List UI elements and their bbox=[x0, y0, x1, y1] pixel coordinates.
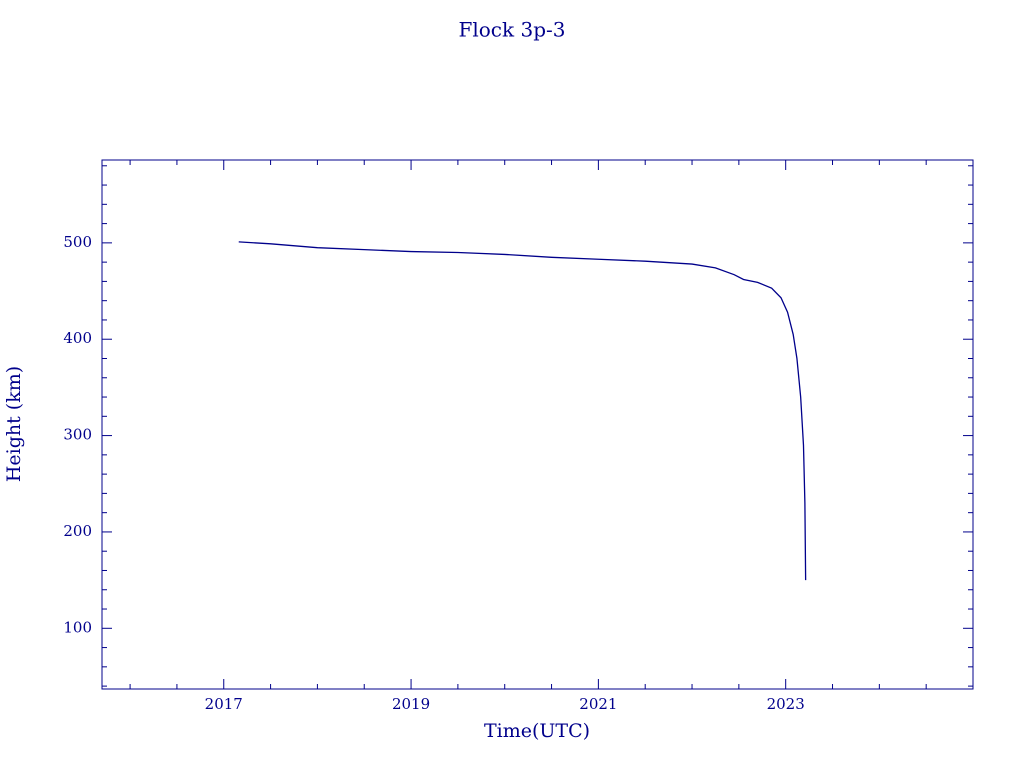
y-axis-label: Height (km) bbox=[3, 366, 25, 482]
y-tick-label: 300 bbox=[63, 426, 92, 444]
x-tick-label: 2017 bbox=[205, 695, 243, 713]
data-line bbox=[238, 241, 807, 581]
x-tick-label: 2019 bbox=[392, 695, 430, 713]
y-tick-label: 100 bbox=[63, 618, 92, 636]
x-tick-label: 2021 bbox=[579, 695, 617, 713]
y-tick-label: 500 bbox=[63, 233, 92, 251]
x-tick-label: 2023 bbox=[767, 695, 805, 713]
plot-frame bbox=[101, 159, 974, 690]
x-axis-label: Time(UTC) bbox=[484, 720, 590, 742]
y-tick-label: 400 bbox=[63, 329, 92, 347]
chart-title: Flock 3p-3 bbox=[458, 18, 565, 42]
y-tick-label: 200 bbox=[63, 522, 92, 540]
